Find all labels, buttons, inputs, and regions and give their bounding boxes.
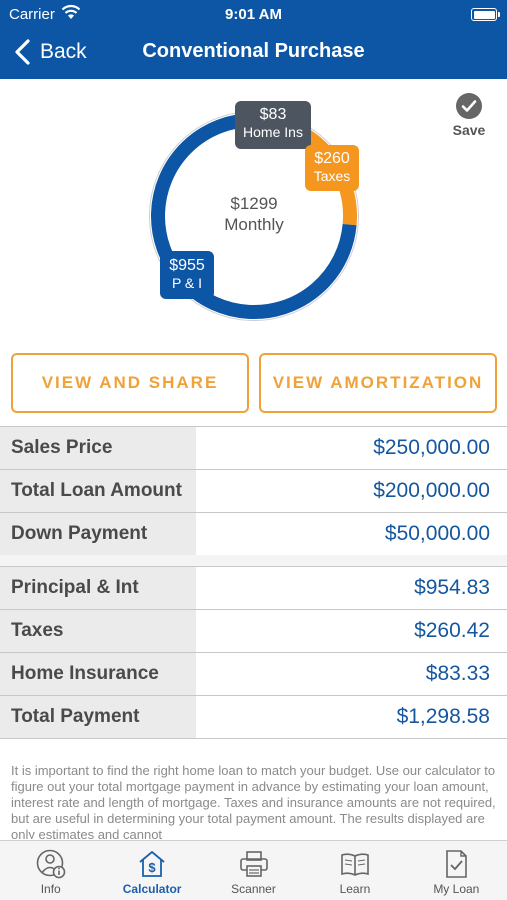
taxes-tag-value: $260: [314, 150, 350, 167]
table-row: Down Payment $50,000.00: [0, 513, 507, 556]
view-amortization-button[interactable]: VIEW AMORTIZATION: [259, 353, 497, 413]
app-header: Carrier 9:01 AM Back Conventional Purcha…: [0, 0, 507, 79]
disclaimer-text: It is important to find the right home l…: [11, 763, 496, 839]
pi-tag: $955 P & I: [160, 251, 214, 299]
row-value[interactable]: $250,000.00: [373, 436, 490, 459]
tab-label: My Loan: [433, 882, 480, 896]
row-label: Total Payment: [0, 696, 196, 738]
row-value[interactable]: $50,000.00: [384, 522, 490, 545]
table-row: Total Payment $1,298.58: [0, 696, 507, 739]
tab-label: Info: [40, 882, 61, 896]
table-row: Taxes $260.42: [0, 610, 507, 653]
tab-label: Learn: [339, 882, 371, 896]
row-value: $1,298.58: [396, 705, 490, 728]
tab-label: Calculator: [122, 882, 182, 896]
home-ins-tag: $83 Home Ins: [235, 101, 311, 149]
row-label: Taxes: [0, 610, 196, 652]
printer-scanner-icon: [239, 851, 268, 877]
calculator-house-icon: $: [139, 851, 165, 877]
section-divider: [0, 555, 507, 566]
checkmark-icon: [456, 93, 482, 119]
info-person-icon: [36, 849, 66, 879]
tab-scanner[interactable]: Scanner: [203, 841, 304, 900]
table-row: Total Loan Amount $200,000.00: [0, 470, 507, 513]
table-row: Home Insurance $83.33: [0, 653, 507, 696]
taxes-tag: $260 Taxes: [305, 145, 359, 191]
payment-breakdown-table: Principal & Int $954.83 Taxes $260.42 Ho…: [0, 566, 507, 739]
row-label: Home Insurance: [0, 653, 196, 695]
tab-label: Scanner: [231, 882, 276, 896]
open-book-icon: [341, 853, 369, 876]
table-row: Sales Price $250,000.00: [0, 427, 507, 470]
tab-calculator[interactable]: $ Calculator: [101, 841, 202, 900]
tab-my-loan[interactable]: My Loan: [406, 841, 507, 900]
chart-center-value: $1299: [230, 194, 278, 213]
save-label: Save: [452, 122, 486, 138]
back-button[interactable]: Back: [12, 36, 87, 68]
home-ins-tag-value: $83: [259, 106, 287, 123]
pi-tag-label: P & I: [171, 275, 203, 292]
row-value[interactable]: $83.33: [425, 662, 490, 685]
tab-bar: Info $ Calculator Scanner Learn: [0, 840, 507, 900]
loan-summary-table: Sales Price $250,000.00 Total Loan Amoun…: [0, 426, 507, 556]
row-label: Total Loan Amount: [0, 470, 196, 512]
battery-icon: [471, 8, 500, 21]
home-ins-tag-label: Home Ins: [243, 124, 303, 141]
row-label: Sales Price: [0, 427, 196, 469]
carrier-label: Carrier: [9, 6, 55, 23]
status-bar: Carrier 9:01 AM: [0, 0, 507, 28]
clock: 9:01 AM: [225, 6, 282, 23]
tab-info[interactable]: Info: [0, 841, 101, 900]
row-label: Down Payment: [0, 513, 196, 555]
back-label: Back: [40, 40, 87, 63]
view-and-share-button[interactable]: VIEW AND SHARE: [11, 353, 249, 413]
row-value: $954.83: [414, 576, 490, 599]
payment-chart: $1299 Monthly $83 Home Ins $260 Taxes $9…: [0, 79, 507, 349]
table-row: Principal & Int $954.83: [0, 567, 507, 610]
save-button[interactable]: Save: [446, 93, 492, 138]
row-value[interactable]: $200,000.00: [373, 479, 490, 502]
pi-tag-value: $955: [169, 257, 205, 274]
svg-text:$: $: [148, 860, 156, 875]
chevron-left-icon: [15, 39, 30, 65]
chart-center-label: Monthly: [224, 215, 284, 234]
wifi-icon: [61, 4, 81, 19]
tab-learn[interactable]: Learn: [304, 841, 405, 900]
document-check-icon: [446, 850, 468, 878]
row-label: Principal & Int: [0, 567, 196, 609]
row-value[interactable]: $260.42: [414, 619, 490, 642]
page-title: Conventional Purchase: [142, 40, 365, 62]
taxes-tag-label: Taxes: [313, 168, 351, 185]
